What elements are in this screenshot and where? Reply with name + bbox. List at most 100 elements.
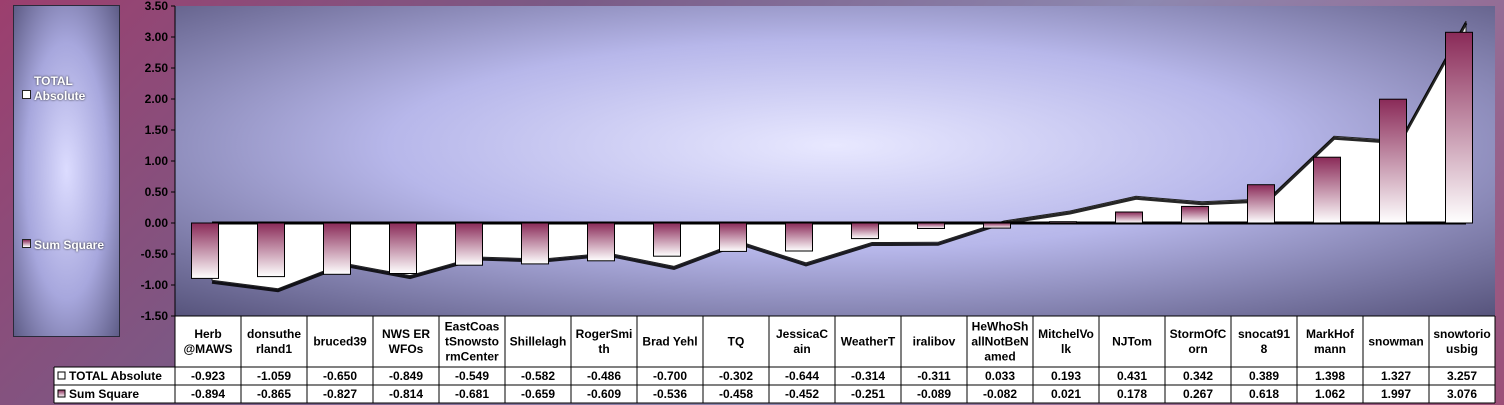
category-label-19: snowtorio usbig	[1433, 327, 1490, 356]
cell-1-15: 0.267	[1183, 387, 1213, 401]
category-label-1: donsuthe rland1	[247, 327, 301, 356]
sum-square-bar-18	[1379, 98, 1407, 224]
y-tick-label-10: -1.50	[141, 309, 169, 323]
cell-1-7: -0.536	[653, 387, 687, 401]
cell-0-4: -0.549	[455, 369, 489, 383]
legend-item-sum-square: Sum Square	[22, 238, 104, 252]
sum-square-bars	[191, 31, 1473, 279]
cell-1-13: 0.021	[1051, 387, 1081, 401]
category-label-14: NJTom	[1112, 335, 1152, 349]
row-label-1: Sum Square	[69, 387, 139, 401]
data-table: Herb @MAWS donsuthe rland1 bruced39 NWS ER WFO…	[53, 315, 1496, 404]
y-tick-label-0: 3.50	[145, 0, 169, 13]
row-swatch-1	[57, 389, 66, 398]
category-label-5: Shillelagh	[510, 335, 567, 349]
category-label-16: snocat91 8	[1238, 327, 1290, 356]
sum-square-bar-13	[1049, 221, 1077, 224]
cell-0-5: -0.582	[521, 369, 555, 383]
category-label-12: HeWhoSh allNotBeN amed	[971, 320, 1028, 364]
y-axis: 3.50 3.00 2.50 2.00 1.50 1.00 0.50 0.00 -0.50 -1.…	[141, 0, 176, 323]
category-label-6: RogerSmi th	[576, 327, 633, 356]
cell-1-4: -0.681	[455, 387, 489, 401]
legend-item-total-absolute: TOTAL Absolute	[22, 74, 104, 104]
cell-1-1: -0.865	[257, 387, 291, 401]
cell-1-2: -0.827	[323, 387, 357, 401]
cell-0-16: 0.389	[1249, 369, 1279, 383]
cell-0-1: -1.059	[257, 369, 291, 383]
sum-square-bar-14	[1115, 211, 1143, 224]
category-label-18: snowman	[1368, 335, 1423, 349]
y-tick-label-7: 0.00	[145, 216, 169, 230]
cell-0-3: -0.849	[389, 369, 423, 383]
category-label-9: JessicaC ain	[776, 327, 828, 356]
cell-0-10: -0.314	[851, 369, 885, 383]
sum-square-bar-3	[389, 222, 417, 274]
sum-square-bar-11	[917, 222, 945, 229]
y-tick-label-4: 1.50	[145, 123, 169, 137]
sum-square-bar-5	[521, 222, 549, 265]
sum-square-bar-12	[983, 222, 1011, 229]
category-label-2: bruced39	[313, 335, 367, 349]
y-tick-label-8: -0.50	[141, 247, 169, 261]
category-label-15: StormOfC orn	[1170, 327, 1227, 356]
category-label-3: NWS ER WFOs	[382, 327, 430, 356]
cell-0-8: -0.302	[719, 369, 753, 383]
cell-1-19: 3.076	[1447, 387, 1477, 401]
sum-square-bar-16	[1247, 184, 1275, 224]
sum-square-bar-17	[1313, 156, 1341, 224]
cell-1-16: 0.618	[1249, 387, 1279, 401]
category-label-10: WeatherT	[841, 335, 896, 349]
legend-swatch-total-absolute	[22, 90, 31, 99]
sum-square-bar-0	[191, 222, 219, 279]
cell-0-13: 0.193	[1051, 369, 1081, 383]
category-label-7: Brad Yehl	[642, 335, 697, 349]
cell-0-17: 1.398	[1315, 369, 1345, 383]
category-label-17: MarkHof mann	[1306, 327, 1355, 356]
category-label-4: EastCoas tSnowsto rmCenter	[445, 320, 500, 364]
sum-square-bar-4	[455, 222, 483, 266]
y-tick-label-9: -1.00	[141, 278, 169, 292]
cell-1-3: -0.814	[389, 387, 423, 401]
cell-0-14: 0.431	[1117, 369, 1147, 383]
row-label-0: TOTAL Absolute	[69, 369, 162, 383]
cell-1-12: -0.082	[983, 387, 1017, 401]
legend-label-total-absolute: TOTAL Absolute	[34, 74, 86, 103]
cell-0-19: 3.257	[1447, 369, 1477, 383]
cell-1-0: -0.894	[191, 387, 225, 401]
cell-1-8: -0.458	[719, 387, 753, 401]
sum-square-bar-9	[785, 222, 813, 252]
cell-1-17: 1.062	[1315, 387, 1345, 401]
sum-square-bar-1	[257, 222, 285, 278]
y-tick-label-1: 3.00	[145, 30, 169, 44]
cell-1-9: -0.452	[785, 387, 819, 401]
category-label-13: MitchelVo lk	[1038, 327, 1094, 356]
cell-0-2: -0.650	[323, 369, 357, 383]
sum-square-bar-6	[587, 222, 615, 262]
sum-square-bar-2	[323, 222, 351, 275]
row-swatch-0	[57, 371, 66, 380]
category-label-8: TQ	[728, 335, 745, 349]
sum-square-bar-7	[653, 222, 681, 257]
cell-1-14: 0.178	[1117, 387, 1147, 401]
sum-square-bar-19	[1445, 31, 1473, 224]
cell-0-15: 0.342	[1183, 369, 1213, 383]
cell-1-10: -0.251	[851, 387, 885, 401]
y-tick-label-3: 2.00	[145, 92, 169, 106]
cell-1-11: -0.089	[917, 387, 951, 401]
sum-square-bar-8	[719, 222, 747, 252]
cell-0-12: 0.033	[985, 369, 1015, 383]
y-tick-label-2: 2.50	[145, 61, 169, 75]
cell-0-18: 1.327	[1381, 369, 1411, 383]
cell-1-5: -0.659	[521, 387, 555, 401]
y-tick-label-5: 1.00	[145, 154, 169, 168]
legend-label-sum-square: Sum Square	[34, 238, 105, 252]
cell-0-11: -0.311	[917, 369, 951, 383]
legend: TOTAL Absolute Sum Square	[13, 5, 120, 337]
category-label-11: iralibov	[913, 335, 956, 349]
sum-square-bar-15	[1181, 205, 1209, 224]
cell-0-6: -0.486	[587, 369, 621, 383]
cell-1-18: 1.997	[1381, 387, 1411, 401]
cell-0-7: -0.700	[653, 369, 687, 383]
cell-0-0: -0.923	[191, 369, 225, 383]
